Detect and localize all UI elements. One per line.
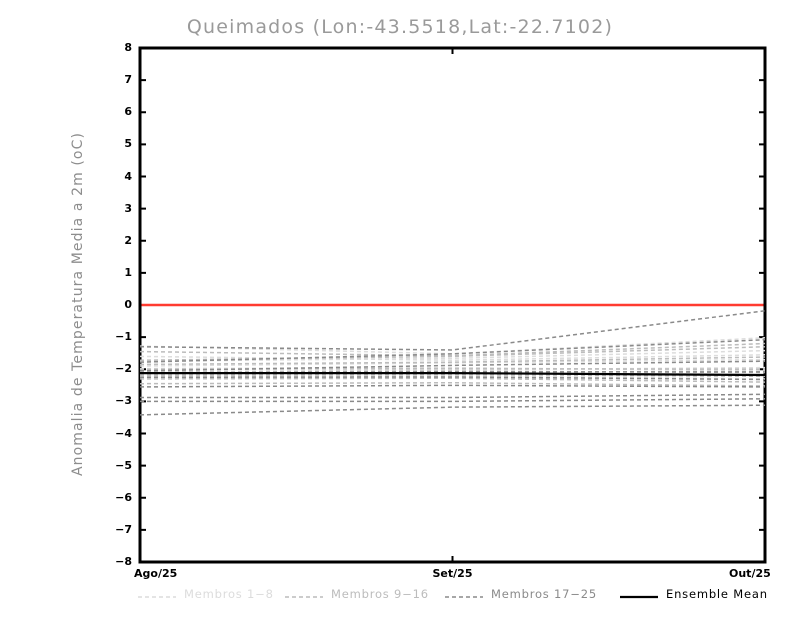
y-tick-label: −4 bbox=[115, 426, 132, 440]
ensemble-member-line bbox=[139, 381, 766, 387]
legend-item: Ensemble Mean bbox=[620, 585, 768, 603]
ensemble-member-line bbox=[139, 354, 766, 362]
ensemble-member-line bbox=[140, 393, 766, 399]
y-tick-label: −6 bbox=[115, 490, 132, 504]
ensemble-member-line bbox=[139, 346, 766, 362]
ensemble-member-line bbox=[139, 358, 766, 367]
y-tick-label: 6 bbox=[124, 105, 132, 119]
ensemble-member-line bbox=[139, 310, 766, 351]
legend-item: Membros 17−25 bbox=[445, 585, 597, 603]
ensemble-member-line bbox=[139, 367, 766, 370]
chart-title: Queimados (Lon:-43.5518,Lat:-22.7102) bbox=[186, 16, 614, 38]
y-tick-label: 1 bbox=[124, 265, 132, 279]
legend-label: Membros 17−25 bbox=[491, 587, 597, 601]
ensemble-member-line bbox=[139, 376, 766, 381]
y-tick-label: 0 bbox=[124, 298, 132, 311]
ensemble-member-line bbox=[139, 349, 766, 362]
y-tick-label: −3 bbox=[115, 394, 132, 408]
y-tick-label: −2 bbox=[115, 362, 132, 376]
ensemble-member-line bbox=[139, 371, 765, 374]
legend-swatch bbox=[445, 588, 483, 600]
y-tick-label: −1 bbox=[115, 330, 132, 344]
y-tick-label: 5 bbox=[124, 137, 132, 151]
ensemble-mean-line bbox=[140, 372, 766, 377]
legend-label: Membros 9−16 bbox=[331, 587, 429, 601]
ensemble-member-line bbox=[139, 342, 766, 357]
ensemble-member-line bbox=[139, 374, 766, 380]
ensemble-member-line bbox=[139, 373, 766, 378]
y-tick-label: −5 bbox=[115, 458, 132, 472]
ensemble-member-line bbox=[139, 338, 766, 363]
ensemble-member-line bbox=[139, 384, 766, 388]
legend-label: Membros 1−8 bbox=[184, 587, 274, 601]
legend-item: Membros 9−16 bbox=[285, 585, 429, 603]
ensemble-member-line bbox=[139, 356, 766, 366]
ensemble-member-line bbox=[140, 398, 766, 403]
legend-label: Ensemble Mean bbox=[666, 587, 768, 601]
legend-swatch bbox=[620, 588, 658, 600]
y-tick-label: 3 bbox=[124, 201, 132, 215]
ensemble-member-line bbox=[139, 360, 766, 372]
legend-swatch bbox=[138, 588, 176, 600]
y-tick-label: 7 bbox=[124, 73, 132, 87]
x-tick-label: Out/25 bbox=[729, 567, 771, 580]
y-tick-label: 4 bbox=[124, 169, 132, 183]
x-tick-label: Set/25 bbox=[432, 567, 473, 580]
y-tick-label: 2 bbox=[124, 233, 132, 247]
x-tick-label: Ago/25 bbox=[134, 567, 178, 580]
ensemble-member-line bbox=[139, 337, 766, 355]
legend-swatch bbox=[285, 588, 323, 600]
y-tick-label: −7 bbox=[115, 522, 132, 536]
chart-legend: Membros 1−8 Membros 9−16 Membros 17−25 Ense… bbox=[130, 585, 790, 603]
legend-item: Membros 1−8 bbox=[138, 585, 274, 603]
y-tick-label: 8 bbox=[124, 41, 132, 54]
ensemble-member-line bbox=[139, 377, 766, 383]
y-tick-label: −8 bbox=[115, 555, 132, 568]
ensemble-member-line bbox=[139, 404, 766, 416]
